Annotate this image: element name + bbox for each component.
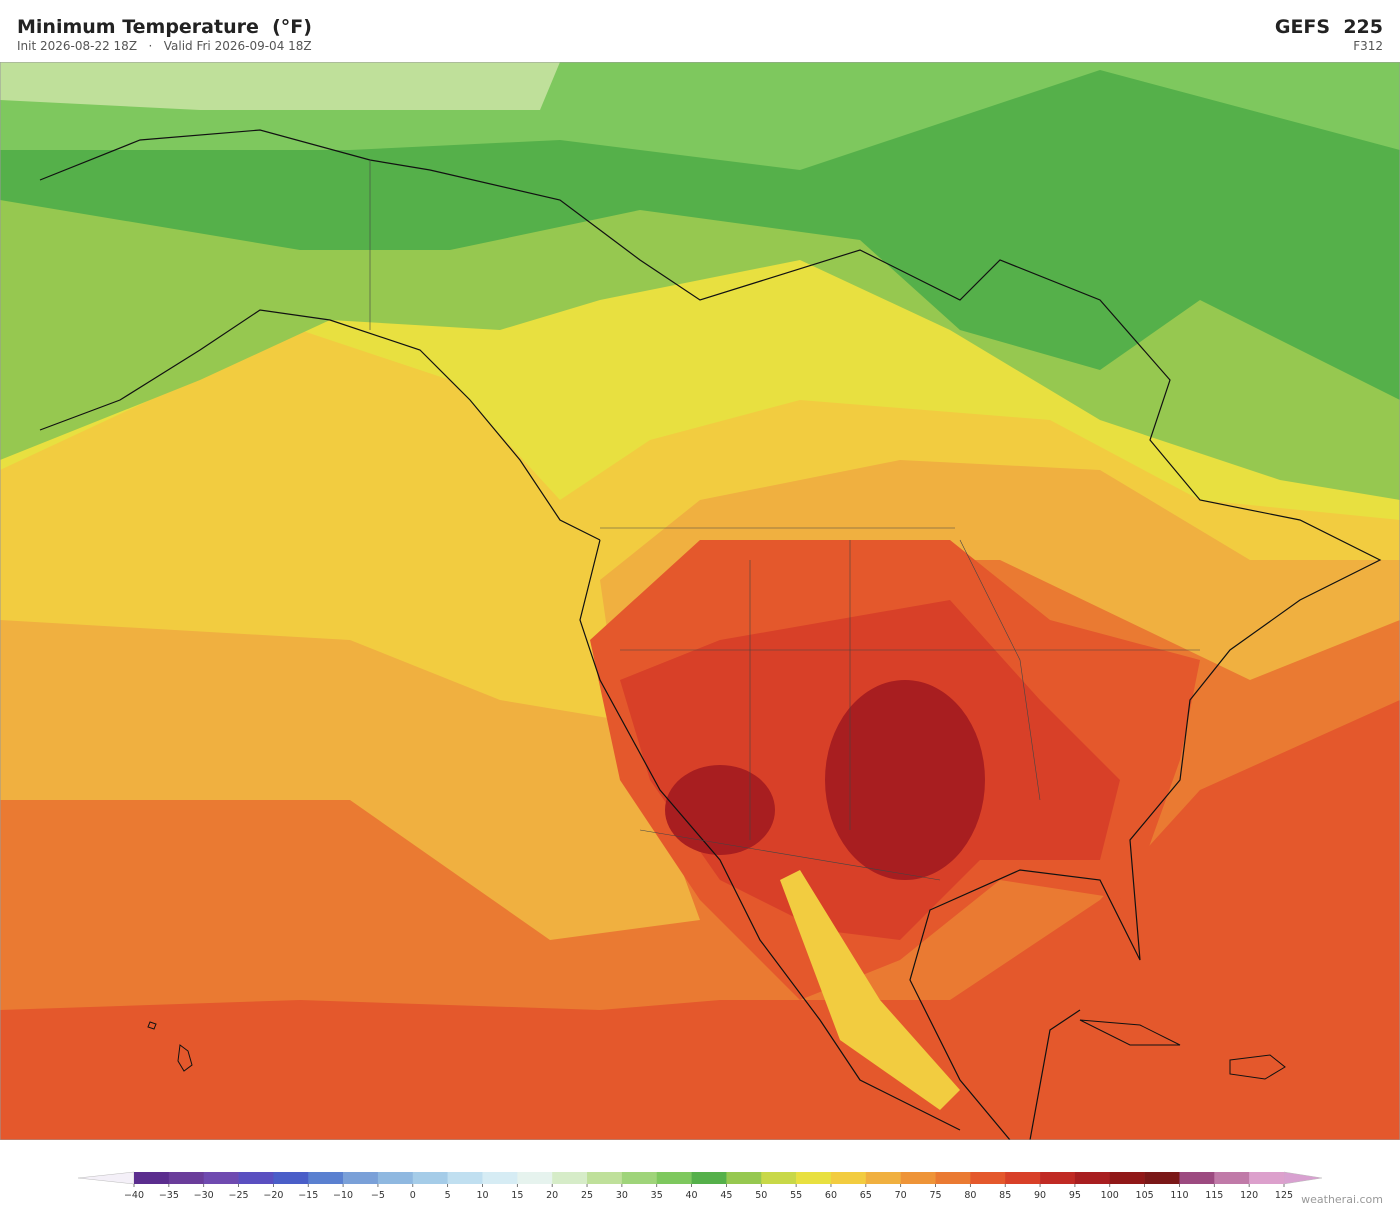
forecast-hour: F312 [1353, 39, 1383, 53]
colorbar-tick-label: 95 [1069, 1190, 1081, 1201]
colorbar-tick-label: 90 [1034, 1190, 1046, 1201]
colorbar-tick-label: −40 [124, 1190, 144, 1201]
colorbar-tick-label: 120 [1240, 1190, 1258, 1201]
colorbar-extend-high [1283, 1171, 1323, 1185]
field [780, 870, 960, 1110]
island [147, 1019, 1286, 1080]
colorbar-segment [1179, 1172, 1215, 1184]
colorbar-segment [273, 1172, 309, 1184]
colorbar-tick-label: 70 [895, 1190, 907, 1201]
colorbar-segment [168, 1172, 204, 1184]
colorbar-segment [691, 1172, 727, 1184]
colorbar-tick-label: 15 [511, 1190, 523, 1201]
colorbar-segment [447, 1172, 483, 1184]
field [665, 765, 775, 855]
colorbar-tick-label: −5 [371, 1190, 385, 1201]
colorbar-tick-label: 50 [755, 1190, 767, 1201]
colorbar-tick-label: 10 [476, 1190, 488, 1201]
colorbar-tick-label: 5 [445, 1190, 451, 1201]
colorbar-segment [587, 1172, 623, 1184]
colorbar-segment [134, 1172, 170, 1184]
colorbar-segment [412, 1172, 448, 1184]
colorbar-tick-label: 110 [1170, 1190, 1188, 1201]
colorbar-segment [1249, 1172, 1285, 1184]
colorbar-segment [865, 1172, 901, 1184]
colorbar-tick-label: 35 [651, 1190, 663, 1201]
colorbar-tick-label: 40 [686, 1190, 698, 1201]
colorbar-segment [1144, 1172, 1180, 1184]
colorbar-tick-label: 125 [1275, 1190, 1293, 1201]
colorbar-segment [796, 1172, 832, 1184]
colorbar: −40 −35 −30 −25 −20 −15 −10 −5 0 5 10 15 20 25 30 35 40 4… [77, 1171, 1323, 1201]
colorbar-tick-label: 100 [1101, 1190, 1119, 1201]
subtitle: Init 2026-08-22 18Z · Valid Fri 2026-09-… [17, 39, 312, 53]
colorbar-segment [900, 1172, 936, 1184]
colorbar-segment [1074, 1172, 1111, 1184]
colorbar-segment [935, 1172, 971, 1184]
colorbar-segment [482, 1172, 518, 1184]
colorbar-tick-label: −35 [159, 1190, 179, 1201]
map [0, 62, 1400, 1140]
colorbar-segment [377, 1172, 414, 1184]
colorbar-tick-label: −20 [263, 1190, 283, 1201]
colorbar-tick-label: 45 [720, 1190, 732, 1201]
colorbar-tick-label: 80 [964, 1190, 976, 1201]
colorbar-tick-label: 25 [581, 1190, 593, 1201]
colorbar-segment [830, 1172, 867, 1184]
colorbar-tick-label: −25 [229, 1190, 249, 1201]
colorbar-segment [1109, 1172, 1145, 1184]
model-run: GEFS 225 [1274, 16, 1383, 38]
colorbar-segment [517, 1172, 553, 1184]
colorbar-tick-label: 65 [860, 1190, 872, 1201]
colorbar-segment [552, 1172, 588, 1184]
colorbar-tick-label: 55 [790, 1190, 802, 1201]
colorbar-extend-low [77, 1171, 135, 1185]
colorbar-tick-label: −15 [298, 1190, 318, 1201]
colorbar-segment [203, 1172, 239, 1184]
colorbar-tick-label: 85 [999, 1190, 1011, 1201]
coastline [39, 129, 1382, 1140]
colorbar-segment [1040, 1172, 1076, 1184]
colorbar-tick-label: 75 [929, 1190, 941, 1201]
colorbar-segment [1214, 1172, 1250, 1184]
colorbar-tick-label: 60 [825, 1190, 837, 1201]
credit: weatherai.com [1301, 1193, 1383, 1206]
colorbar-tick-label: 105 [1136, 1190, 1154, 1201]
colorbar-tick-label: 20 [546, 1190, 558, 1201]
colorbar-tick-label: 115 [1205, 1190, 1223, 1201]
colorbar-segment [761, 1172, 797, 1184]
colorbar-segment [621, 1172, 658, 1184]
colorbar-segment [1005, 1172, 1041, 1184]
colorbar-tick-label: −10 [333, 1190, 353, 1201]
colorbar-segment [656, 1172, 692, 1184]
colorbar-segment [308, 1172, 344, 1184]
colorbar-segment [970, 1172, 1006, 1184]
colorbar-segment [238, 1172, 274, 1184]
field [0, 62, 560, 110]
colorbar-tick-label: −30 [194, 1190, 214, 1201]
colorbar-tick-label: 0 [410, 1190, 416, 1201]
colorbar-tick-label: 30 [616, 1190, 628, 1201]
colorbar-segment [726, 1172, 762, 1184]
field [825, 680, 985, 880]
colorbar-segment [343, 1172, 379, 1184]
title: Minimum Temperature (°F) [17, 16, 312, 38]
border [369, 160, 1200, 881]
